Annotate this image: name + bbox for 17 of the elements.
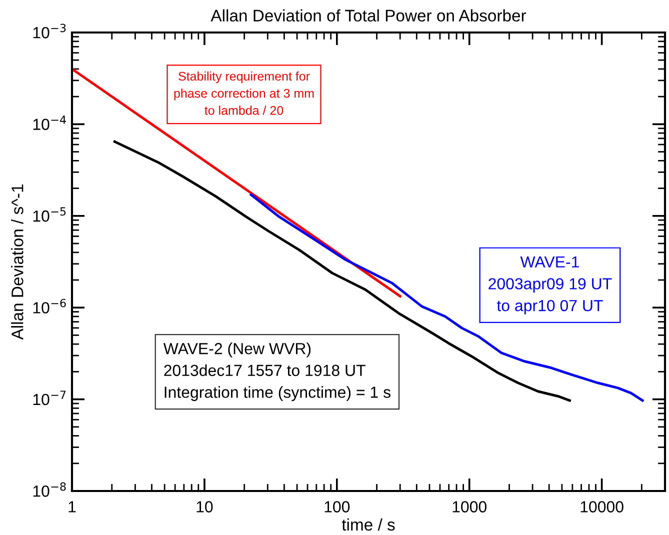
y-tick-label: 10$^{−6}$ (33, 298, 66, 314)
y-tick-label: 10$^{−3}$ (33, 24, 66, 38)
x-tick-label: 10000 (580, 501, 624, 512)
x-tick-label: 10 (196, 501, 213, 512)
chart-title: Allan Deviation of Total Power on Absorber (210, 9, 526, 22)
series-label: WAVE-1 2003apr09 19 UT to apr10 07 UT (488, 256, 612, 314)
series-label: Stability requirement for phase correction at 3 mm to lambda / 20 (174, 71, 314, 115)
y-tick-label: 10$^{−4}$ (33, 116, 66, 130)
y-tick-label: 10$^{−7}$ (33, 390, 66, 406)
series-label: WAVE-2 (New WVR) 2013dec17 1557 to 1918 UT Integration time (synctime) = 1 s (163, 342, 390, 402)
x-tick-label: 1000 (452, 501, 486, 512)
x-tick-label: 1 (68, 501, 76, 512)
y-axis-title: Allan Deviation / s^-1 (11, 184, 24, 340)
x-tick-label: 100 (324, 501, 350, 512)
y-tick-label: 10$^{−5}$ (33, 207, 66, 222)
x-axis-title: time / s (342, 518, 395, 531)
y-tick-label: 10$^{−8}$ (33, 482, 66, 497)
